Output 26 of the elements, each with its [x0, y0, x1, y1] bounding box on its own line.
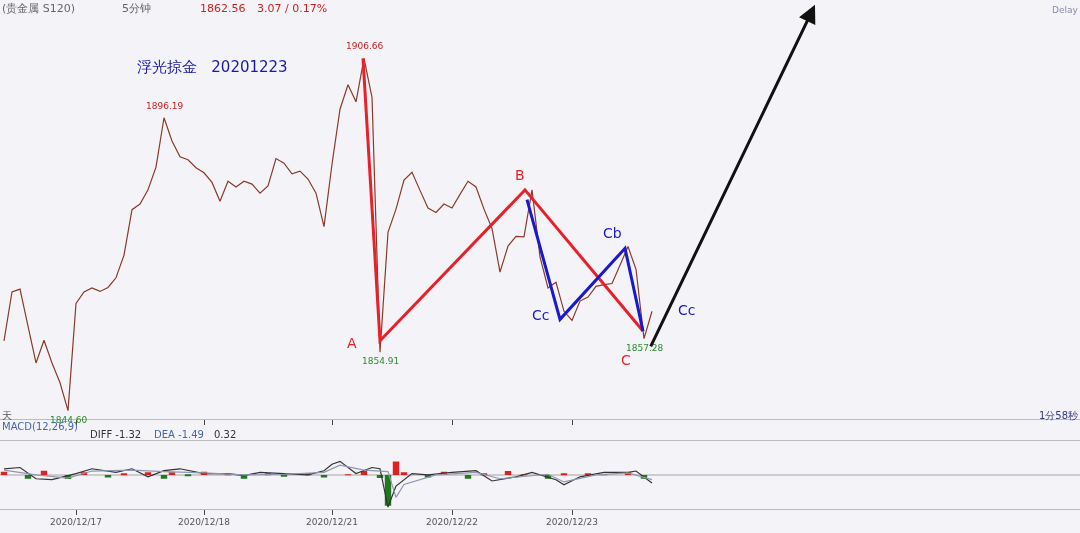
text: (贵金属 S120) [2, 2, 76, 15]
data-label: 1857.28 [626, 343, 664, 353]
x-tick-label: 2020/12/23 [546, 517, 598, 528]
data-label: 1854.91 [362, 356, 400, 366]
x-tick-label: 2020/12/17 [50, 517, 102, 528]
text: 3.07 / 0.17% [257, 2, 328, 15]
annotation: Cb [603, 225, 622, 241]
x-tick-label: 2020/12/21 [306, 517, 358, 528]
chart-title: 浮光掠金 20201223 [137, 58, 288, 76]
text: 1862.56 [200, 2, 246, 15]
text: Cc [678, 302, 696, 318]
annotation: 天 [2, 410, 12, 421]
annotation: A [347, 335, 357, 351]
text: DIFF -1.32 [90, 429, 142, 440]
data-label: 1896.19 [146, 101, 184, 111]
text: 5分钟 [122, 2, 151, 15]
text: 0.32 [214, 429, 237, 440]
annotation: C [621, 352, 631, 368]
annotation: Cc [532, 307, 550, 323]
annotation: B [515, 167, 525, 183]
text: DEA -1.49 [154, 429, 204, 440]
x-tick-label: 2020/12/22 [426, 517, 478, 528]
x-tick-label: 2020/12/18 [178, 517, 231, 528]
data-label: 1906.66 [346, 41, 384, 51]
text: 1分58秒 [1039, 410, 1079, 421]
text: Delay [1052, 5, 1079, 15]
